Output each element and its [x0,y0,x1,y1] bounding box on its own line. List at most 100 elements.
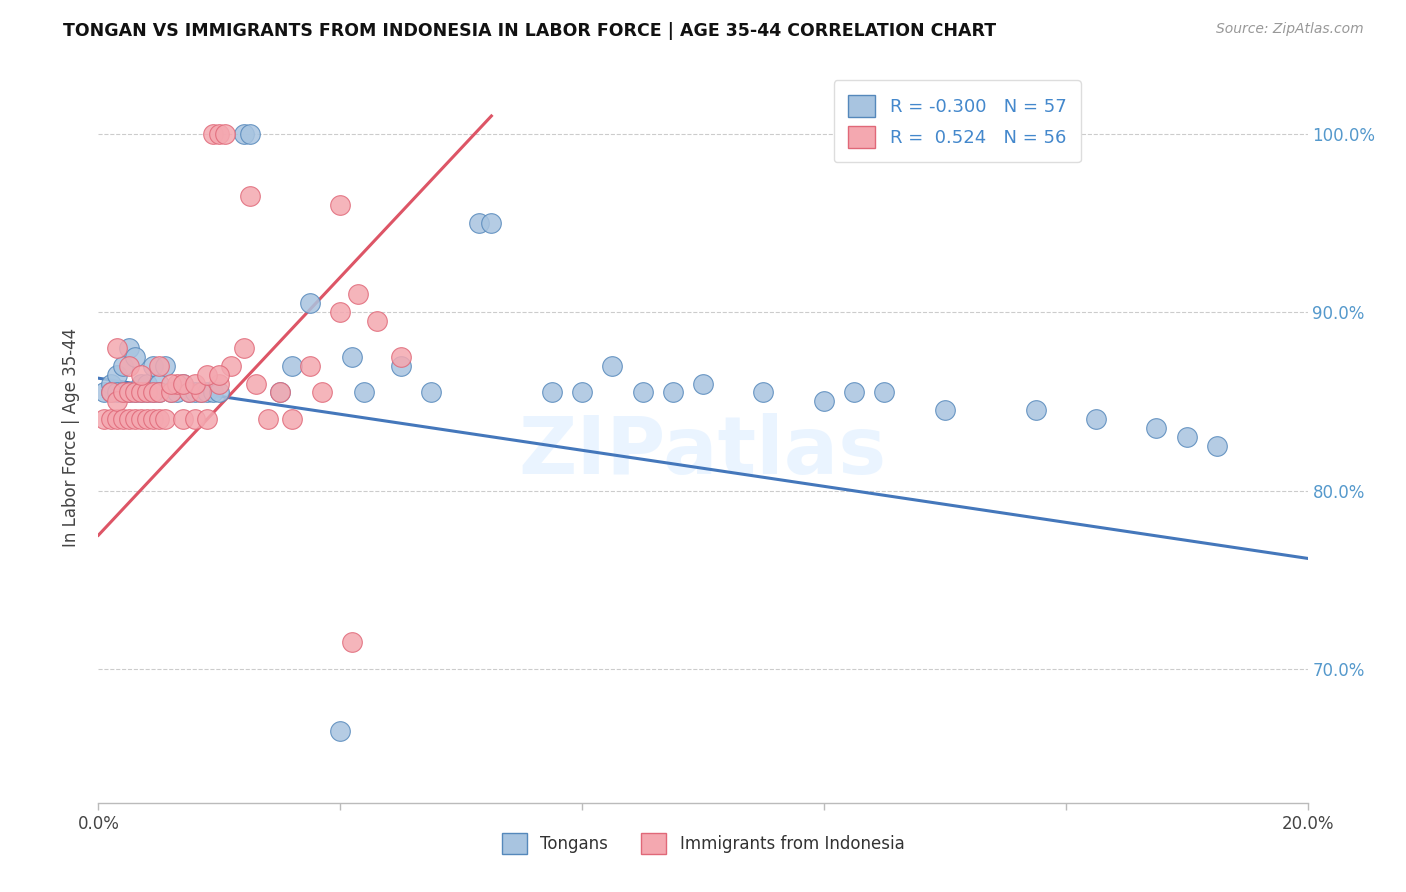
Point [172,376,194,391]
Point [153,359,176,373]
Point [329,198,352,212]
Point [190,385,212,400]
Point [1206,439,1229,453]
Point [934,403,956,417]
Point [135,376,157,391]
Point [1024,403,1046,417]
Point [93,412,115,426]
Point [420,385,443,400]
Point [111,412,134,426]
Text: Source: ZipAtlas.com: Source: ZipAtlas.com [1216,22,1364,37]
Point [232,341,254,355]
Point [813,394,835,409]
Point [299,296,322,310]
Point [105,341,128,355]
Point [873,385,896,400]
Point [142,385,165,400]
Point [692,376,714,391]
Point [366,314,388,328]
Point [118,412,141,426]
Point [148,412,170,426]
Point [190,385,212,400]
Point [135,412,157,426]
Point [1144,421,1167,435]
Point [329,305,352,319]
Point [160,385,183,400]
Point [269,385,291,400]
Point [245,376,267,391]
Point [124,350,146,364]
Point [124,385,146,400]
Point [148,359,170,373]
Point [184,385,207,400]
Point [105,368,128,382]
Point [353,385,375,400]
Legend: Tongans, Immigrants from Indonesia: Tongans, Immigrants from Indonesia [495,827,911,860]
Point [299,359,322,373]
Point [571,385,593,400]
Point [208,376,231,391]
Point [172,376,194,391]
Point [160,385,183,400]
Point [166,385,188,400]
Point [661,385,683,400]
Point [184,412,207,426]
Point [214,127,236,141]
Point [148,385,170,400]
Point [160,376,183,391]
Text: ZIPatlas: ZIPatlas [519,413,887,491]
Point [118,385,141,400]
Text: TONGAN VS IMMIGRANTS FROM INDONESIA IN LABOR FORCE | AGE 35-44 CORRELATION CHART: TONGAN VS IMMIGRANTS FROM INDONESIA IN L… [63,22,997,40]
Point [752,385,775,400]
Point [208,127,231,141]
Point [281,359,304,373]
Point [281,412,304,426]
Point [389,350,412,364]
Point [111,359,134,373]
Point [111,385,134,400]
Point [179,385,201,400]
Point [118,385,141,400]
Point [105,394,128,409]
Point [135,385,157,400]
Point [166,376,188,391]
Point [481,216,503,230]
Point [195,368,218,382]
Point [129,412,152,426]
Point [232,127,254,141]
Point [195,412,218,426]
Point [100,385,122,400]
Point [124,412,146,426]
Point [844,385,866,400]
Point [202,127,225,141]
Point [148,376,170,391]
Point [129,376,152,391]
Point [329,724,352,739]
Point [129,368,152,382]
Point [347,287,370,301]
Point [311,385,333,400]
Point [208,385,231,400]
Point [100,412,122,426]
Point [118,359,141,373]
Point [148,385,170,400]
Point [172,412,194,426]
Point [129,385,152,400]
Point [239,127,262,141]
Point [184,376,207,391]
Point [1085,412,1108,426]
Point [111,385,134,400]
Point [631,385,654,400]
Point [195,385,218,400]
Point [129,385,152,400]
Point [100,385,122,400]
Point [256,412,278,426]
Point [153,412,176,426]
Point [540,385,562,400]
Point [179,385,201,400]
Point [202,385,225,400]
Point [142,359,165,373]
Point [208,368,231,382]
Point [124,385,146,400]
Point [342,350,364,364]
